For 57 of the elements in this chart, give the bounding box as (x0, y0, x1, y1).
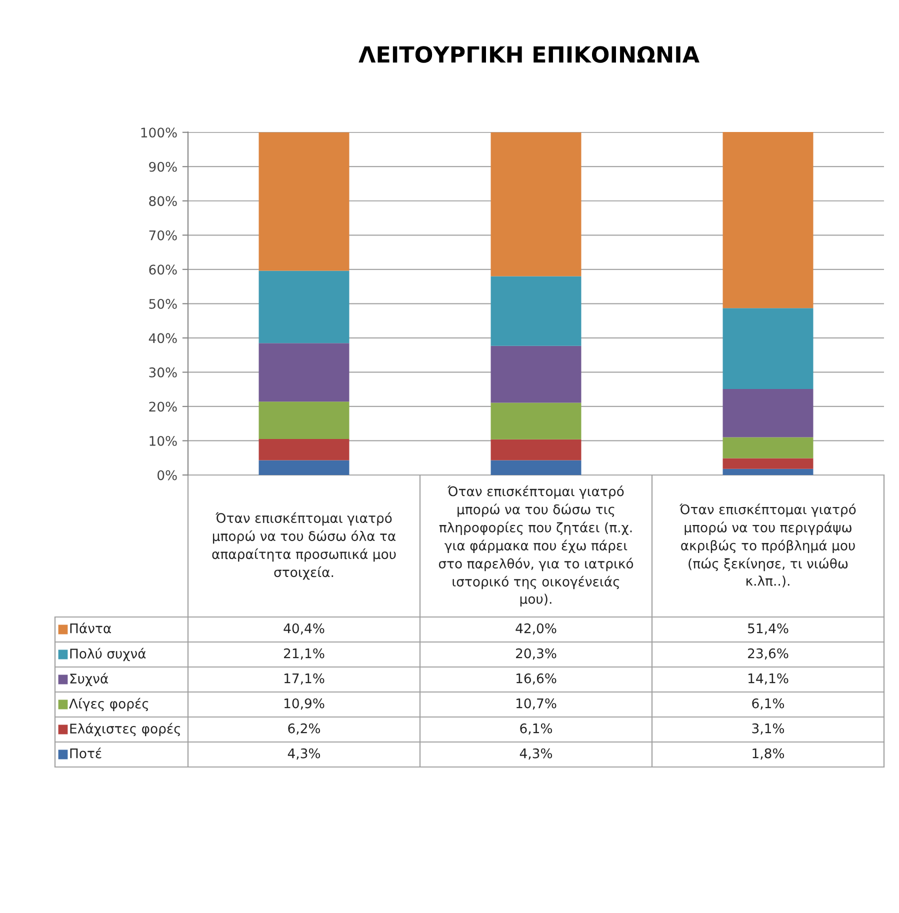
data-label: 10,9% (284, 698, 324, 710)
bar (258, 343, 350, 402)
y-tick-label: 100% (141, 128, 177, 138)
y-tick-label: 50% (149, 298, 177, 309)
data-label: 23,6% (748, 648, 788, 660)
data-label: 14,1% (748, 673, 788, 685)
data-label: 1,8% (752, 748, 784, 760)
bar (490, 460, 582, 475)
data-label: 6,2% (288, 723, 320, 735)
y-tick-label: 30% (149, 367, 177, 378)
legend-label: Πολύ συχνά (70, 648, 146, 662)
chart-title: ΛΕΙΤΟΥΡΓΙΚΗ ΕΠΙΚΟΙΝΩΝΙΑ (358, 46, 700, 63)
bar (722, 468, 814, 475)
y-tick-label: 80% (149, 196, 177, 206)
legend-label: Ελάχιστες φορές (70, 722, 180, 736)
bar (258, 132, 350, 271)
bar (490, 132, 582, 276)
y-tick-label: 10% (150, 436, 177, 446)
data-label: 4,3% (288, 748, 320, 760)
bar (722, 437, 814, 458)
y-tick-label: 90% (149, 162, 177, 172)
bar (722, 458, 814, 469)
bar (490, 276, 582, 346)
data-label: 51,4% (748, 623, 788, 635)
bar (258, 402, 350, 440)
data-label: 40,4% (284, 623, 324, 635)
bar (722, 308, 814, 389)
bar (722, 388, 814, 438)
x-tick-label: Όταν επισκέπτομαι γιατρό μπορώ να του δώσω τις πληροφορίες που ζητάει (π.χ. για φάρμακα που έχω πάρει στο παρελθόν, για το ιατρικό ιστορικό της οικογένειάς μου). (438, 486, 634, 606)
data-label: 6,1% (752, 698, 784, 710)
y-tick-label: 20% (149, 402, 177, 412)
x-tick-label: Όταν επισκέπτομαι γιατρό μπορώ να του περιγράψω ακριβώς το πρόβλημά μου (πώς ξεκίνησε, τι νιώθω κ.λπ..). (680, 504, 856, 588)
x-tick-label: Όταν επισκέπτομαι γιατρό μπορώ να του δώσω όλα τα απαραίτητα προσωπικά μου στοιχεία. (212, 512, 396, 580)
data-label: 6,1% (520, 723, 552, 735)
y-tick-label: 40% (148, 333, 177, 344)
data-label: 17,1% (284, 673, 324, 685)
bar (258, 270, 350, 344)
data-label: 10,7% (516, 698, 556, 710)
bar (258, 439, 350, 460)
data-label: 21,1% (284, 648, 324, 660)
legend-label: Πάντα (70, 622, 111, 634)
legend-label: Συχνά (70, 672, 108, 686)
data-label: 3,1% (752, 723, 784, 735)
y-tick-label: 0% (158, 470, 177, 480)
data-label: 16,6% (516, 673, 556, 685)
bar (490, 439, 582, 460)
bar (490, 402, 582, 440)
data-label: 20,3% (516, 648, 556, 660)
bar (722, 132, 814, 308)
legend-label: Ποτέ (70, 748, 102, 758)
data-label: 42,0% (516, 623, 556, 635)
bar (490, 346, 582, 403)
y-tick-label: 60% (149, 264, 177, 275)
legend-label: Λίγες φορές (69, 698, 148, 712)
y-tick-label: 70% (149, 230, 177, 240)
bar (258, 460, 350, 475)
data-label: 4,3% (520, 748, 552, 760)
